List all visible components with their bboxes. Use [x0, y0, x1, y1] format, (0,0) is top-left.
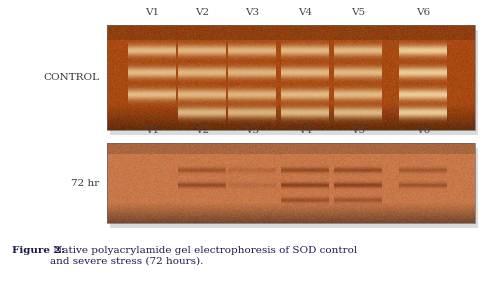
Text: V3: V3	[245, 8, 259, 17]
Bar	[107, 143, 475, 223]
Bar	[107, 25, 475, 130]
Text: V1: V1	[145, 8, 159, 17]
Text: V3: V3	[245, 126, 259, 135]
Text: V5: V5	[351, 126, 365, 135]
Text: V2: V2	[195, 8, 209, 17]
Text: V4: V4	[298, 8, 312, 17]
Bar	[110, 148, 478, 228]
Text: V2: V2	[195, 126, 209, 135]
Text: V4: V4	[298, 126, 312, 135]
Text: 72 hr: 72 hr	[71, 178, 99, 187]
Text: V5: V5	[351, 8, 365, 17]
Text: V6: V6	[416, 8, 430, 17]
Text: V1: V1	[145, 126, 159, 135]
Text: V6: V6	[416, 126, 430, 135]
Text: Figure 2:: Figure 2:	[12, 246, 65, 255]
Text: Native polyacrylamide gel electrophoresis of SOD control
and severe stress (72 h: Native polyacrylamide gel electrophoresi…	[50, 246, 357, 265]
Text: CONTROL: CONTROL	[43, 73, 99, 82]
Bar	[110, 30, 478, 135]
